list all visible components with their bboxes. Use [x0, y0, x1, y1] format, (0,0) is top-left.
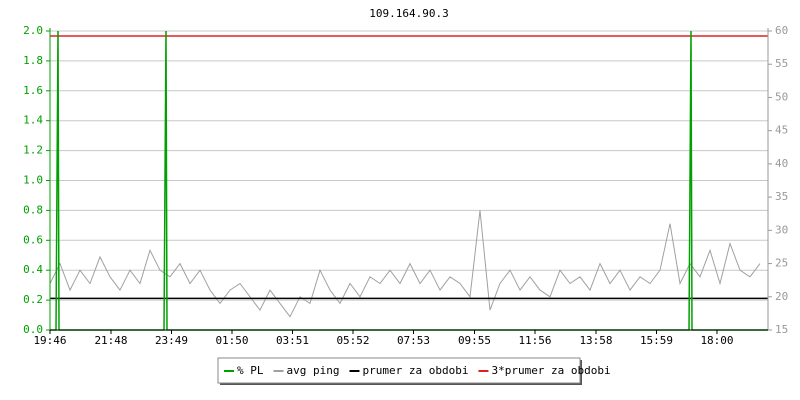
- x-tick-label: 07:53: [397, 334, 430, 347]
- y-tick-label: 1.6: [23, 84, 43, 97]
- x-tick-label: 18:00: [700, 334, 733, 347]
- x-tick-label: 23:49: [155, 334, 188, 347]
- y2-tick-label: 55: [775, 57, 788, 70]
- y2-tick-label: 15: [775, 323, 788, 336]
- y-tick-label: 0.0: [23, 323, 43, 336]
- y-tick-label: 1.8: [23, 54, 43, 67]
- legend-label: % PL: [237, 364, 264, 377]
- plot: [49, 30, 768, 331]
- y-tick-label: 0.6: [23, 233, 43, 246]
- x-tick-label: 11:56: [518, 334, 551, 347]
- x-tick-label: 05:52: [336, 334, 369, 347]
- x-tick-label: 09:55: [458, 334, 491, 347]
- y-tick-label: 1.2: [23, 144, 43, 157]
- y2-tick-label: 30: [775, 223, 788, 236]
- legend-label: avg ping: [287, 364, 340, 377]
- y-tick-label: 1.0: [23, 174, 43, 187]
- y2-tick-label: 35: [775, 190, 788, 203]
- y-tick-label: 0.4: [23, 263, 43, 276]
- x-tick-label: 01:50: [215, 334, 248, 347]
- legend: % PL avg ping prumer za obdobi 3*prumer za …: [217, 357, 611, 385]
- y-tick-label: 2.0: [23, 24, 43, 37]
- chart-title: 109.164.90.3: [369, 7, 448, 20]
- y2-tick-label: 50: [775, 90, 788, 103]
- legend-label: prumer za obdobi: [362, 364, 468, 377]
- x-tick-label: 19:46: [33, 334, 66, 347]
- y2-tick-label: 25: [775, 257, 788, 270]
- y-tick-label: 0.2: [23, 293, 43, 306]
- series-line: [50, 30, 768, 331]
- y-tick-label: 1.4: [23, 114, 43, 127]
- y-tick-label: 0.8: [23, 203, 43, 216]
- x-tick-label: 15:59: [640, 334, 673, 347]
- axes: 0.0 0.2 0.4 0.6 0.8 1.0 1.2 1.4 1.6 1.8 2.0 15 20 25 3…: [23, 24, 788, 347]
- x-tick-label: 13:58: [579, 334, 612, 347]
- y2-tick-label: 60: [775, 24, 788, 37]
- y2-tick-label: 20: [775, 290, 788, 303]
- y2-tick-label: 40: [775, 157, 788, 170]
- y2-tick-label: 45: [775, 124, 788, 137]
- grid: [50, 30, 768, 331]
- legend-label: 3*prumer za obdobi: [491, 364, 610, 377]
- x-tick-label: 21:48: [94, 334, 127, 347]
- series-line: [49, 210, 761, 318]
- x-tick-label: 03:51: [276, 334, 309, 347]
